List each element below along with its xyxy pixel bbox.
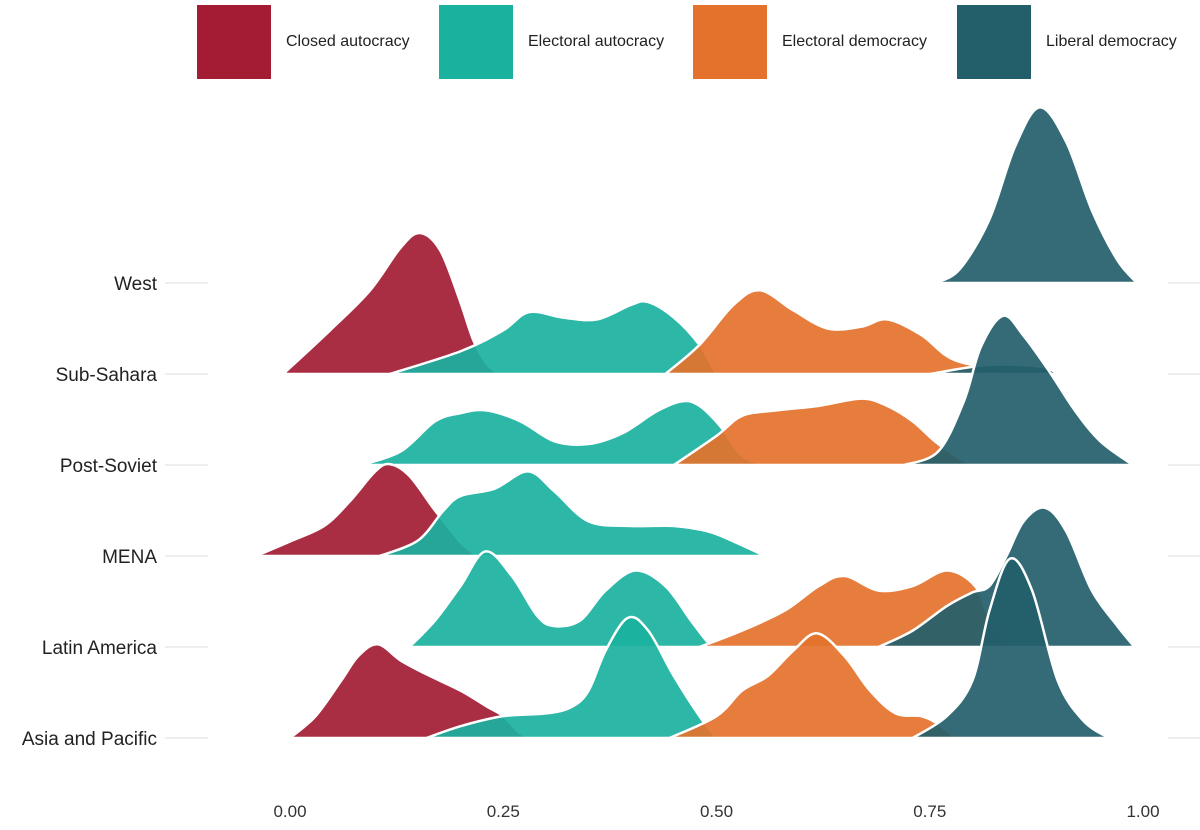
legend-label: Closed autocracy <box>286 33 410 50</box>
legend-item-liberal-democracy: Liberal democracy <box>957 5 1177 79</box>
y-tick-label: Sub-Sahara <box>56 365 158 386</box>
y-tick-label: Post-Soviet <box>60 456 158 477</box>
density-liberal-democracy-post-soviet <box>903 314 1137 467</box>
density-electoral-democracy-sub-sahara <box>661 289 1056 376</box>
legend-label: Electoral autocracy <box>528 33 665 50</box>
y-tick-label: West <box>114 274 158 295</box>
y-tick-label: MENA <box>102 547 157 568</box>
legend-swatch <box>957 5 1031 79</box>
legend-swatch <box>693 5 767 79</box>
density-liberal-democracy-west <box>934 106 1140 285</box>
x-tick-label: 0.75 <box>913 802 946 821</box>
density-electoral-autocracy-asia-and-pacific <box>426 615 720 740</box>
density-electoral-autocracy-mena <box>379 470 766 558</box>
legend-item-closed-autocracy: Closed autocracy <box>197 5 410 79</box>
x-tick-label: 0.25 <box>487 802 520 821</box>
y-tick-label: Asia and Pacific <box>22 729 157 750</box>
legend-item-electoral-democracy: Electoral democracy <box>693 5 927 79</box>
legend-item-electoral-autocracy: Electoral autocracy <box>439 5 664 79</box>
legend-label: Liberal democracy <box>1046 33 1177 50</box>
density-liberal-democracy-asia-and-pacific <box>908 557 1113 740</box>
legend-swatch <box>439 5 513 79</box>
y-tick-label: Latin America <box>42 638 158 659</box>
x-tick-label: 1.00 <box>1126 802 1159 821</box>
x-tick-label: 0.50 <box>700 802 733 821</box>
density-electoral-autocracy-sub-sahara <box>389 299 719 376</box>
legend-swatch <box>197 5 271 79</box>
density-electoral-democracy-asia-and-pacific <box>669 632 959 740</box>
legend-label: Electoral democracy <box>782 33 927 50</box>
x-tick-label: 0.00 <box>273 802 306 821</box>
density-electoral-autocracy-post-soviet <box>361 399 769 467</box>
density-electoral-autocracy-latin-america <box>406 550 718 649</box>
